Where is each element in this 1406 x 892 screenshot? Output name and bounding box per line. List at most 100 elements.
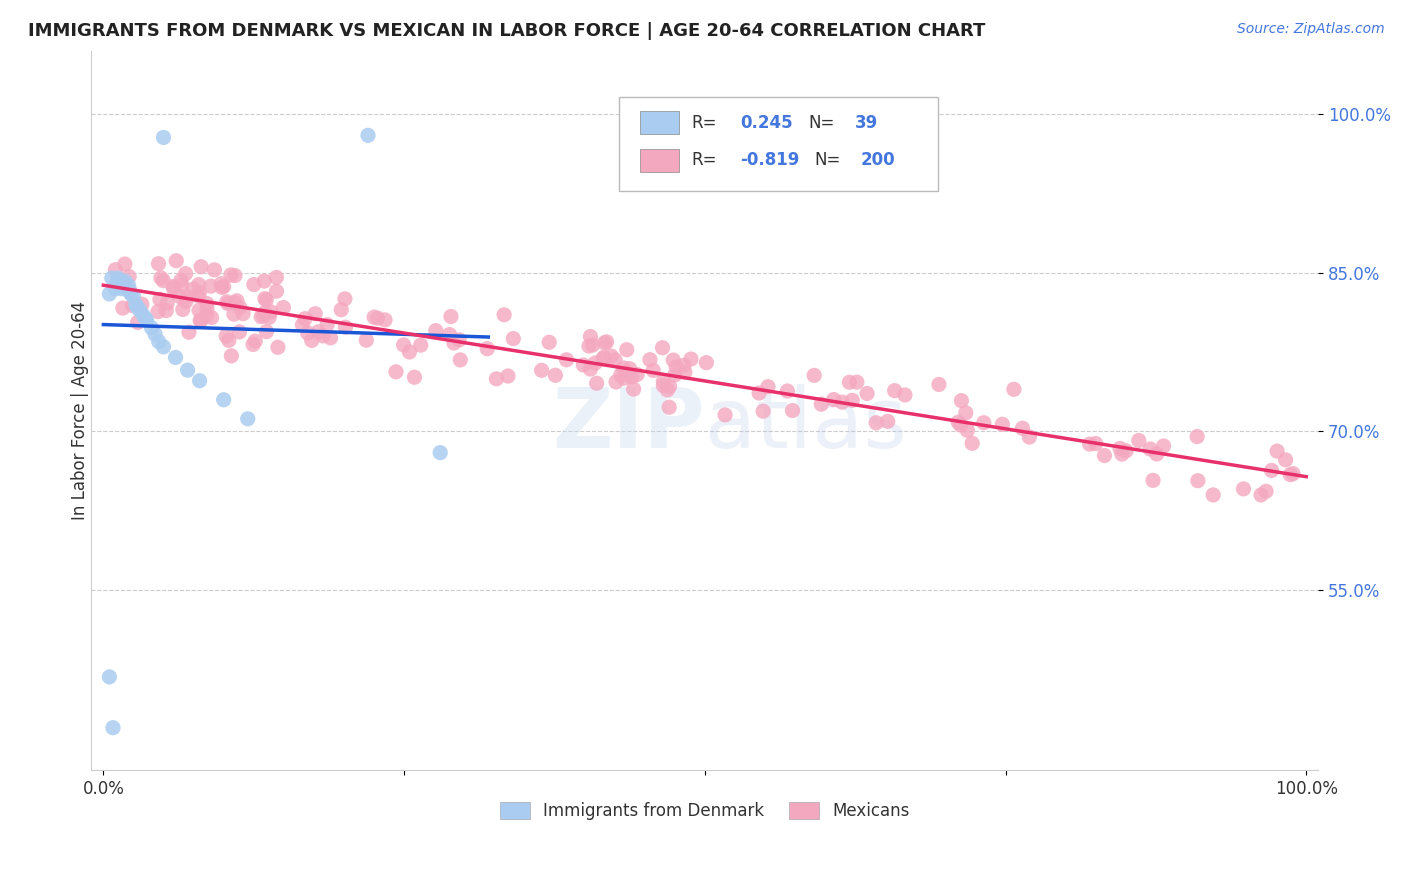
Point: [177, 325, 200, 339]
Point: [252, 309, 274, 323]
Point: [652, 374, 675, 388]
Point: [267, 340, 290, 354]
Point: [105, 277, 128, 291]
Point: [224, 295, 246, 310]
Point: [1018, 430, 1040, 444]
Point: [856, 386, 879, 401]
Point: [354, 333, 377, 347]
Point: [243, 277, 266, 292]
Point: [831, 395, 853, 409]
Point: [626, 368, 648, 382]
Point: [254, 325, 277, 339]
Point: [841, 393, 863, 408]
Point: [169, 289, 191, 303]
Point: [672, 359, 695, 373]
Point: [152, 340, 174, 354]
Point: [429, 445, 451, 459]
Point: [578, 339, 600, 353]
Point: [121, 299, 143, 313]
Point: [1002, 382, 1025, 396]
Point: [152, 130, 174, 145]
Point: [115, 280, 138, 294]
Point: [357, 128, 380, 143]
Point: [229, 301, 252, 315]
Point: [810, 397, 832, 411]
Point: [118, 285, 141, 299]
Point: [134, 311, 156, 326]
Point: [485, 372, 508, 386]
Point: [291, 318, 314, 332]
Point: [174, 267, 197, 281]
Point: [257, 310, 280, 325]
Point: [190, 260, 212, 274]
Point: [662, 353, 685, 368]
Point: [398, 345, 420, 359]
Point: [212, 279, 235, 293]
Point: [195, 309, 218, 323]
Point: [838, 376, 860, 390]
Point: [148, 257, 170, 271]
Point: [1274, 453, 1296, 467]
Point: [232, 307, 254, 321]
Point: [108, 273, 131, 287]
Point: [131, 297, 153, 311]
Point: [156, 296, 179, 310]
Point: [135, 313, 157, 327]
Point: [695, 356, 717, 370]
Point: [614, 366, 637, 380]
Point: [118, 284, 141, 298]
Point: [128, 302, 150, 317]
Point: [756, 379, 779, 393]
Point: [195, 301, 218, 316]
Point: [98, 670, 121, 684]
Point: [991, 417, 1014, 432]
Point: [221, 349, 243, 363]
Point: [502, 332, 524, 346]
Point: [1254, 484, 1277, 499]
Point: [200, 310, 222, 325]
Text: R=: R=: [692, 113, 717, 132]
Point: [312, 329, 335, 343]
Point: [236, 412, 259, 426]
Point: [1109, 442, 1132, 456]
Point: [122, 289, 145, 303]
Point: [1282, 467, 1305, 481]
Point: [894, 388, 917, 402]
Point: [217, 296, 239, 310]
Point: [803, 368, 825, 383]
Point: [127, 315, 149, 329]
Point: [212, 392, 235, 407]
Point: [623, 382, 645, 396]
Point: [110, 277, 132, 291]
Point: [152, 274, 174, 288]
Point: [188, 374, 211, 388]
Point: [118, 269, 141, 284]
Point: [440, 310, 463, 324]
Point: [1011, 421, 1033, 435]
Point: [301, 334, 323, 348]
Point: [215, 329, 238, 343]
Point: [183, 282, 205, 296]
Point: [619, 361, 641, 376]
Point: [643, 363, 665, 377]
Point: [555, 352, 578, 367]
Point: [776, 384, 799, 398]
Point: [202, 263, 225, 277]
Point: [273, 301, 295, 315]
Point: [616, 343, 638, 357]
Point: [651, 341, 673, 355]
Point: [253, 306, 276, 320]
FancyBboxPatch shape: [619, 97, 938, 191]
Point: [1279, 467, 1302, 482]
Point: [228, 325, 250, 339]
Point: [211, 280, 233, 294]
Point: [477, 342, 499, 356]
Text: -0.819: -0.819: [741, 151, 800, 169]
Point: [335, 320, 357, 334]
Point: [600, 349, 623, 363]
Point: [1250, 488, 1272, 502]
Point: [714, 408, 737, 422]
Point: [823, 392, 845, 407]
Point: [494, 308, 516, 322]
Point: [165, 253, 187, 268]
